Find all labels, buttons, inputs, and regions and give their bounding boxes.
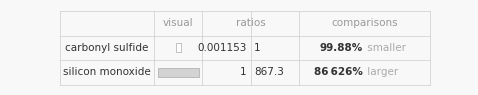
- Text: smaller: smaller: [364, 43, 406, 53]
- Text: 99.88%: 99.88%: [319, 43, 363, 53]
- Text: 86 626%: 86 626%: [314, 67, 363, 77]
- Text: comparisons: comparisons: [331, 18, 398, 28]
- Text: carbonyl sulfide: carbonyl sulfide: [65, 43, 149, 53]
- Bar: [175, 43, 181, 52]
- Text: visual: visual: [163, 18, 194, 28]
- Text: 867.3: 867.3: [254, 67, 284, 77]
- Text: 1: 1: [254, 43, 261, 53]
- Text: larger: larger: [364, 67, 399, 77]
- Text: 0.001153: 0.001153: [197, 43, 247, 53]
- Bar: [158, 68, 199, 77]
- Text: 1: 1: [240, 67, 247, 77]
- Text: silicon monoxide: silicon monoxide: [63, 67, 151, 77]
- Text: ratios: ratios: [236, 18, 265, 28]
